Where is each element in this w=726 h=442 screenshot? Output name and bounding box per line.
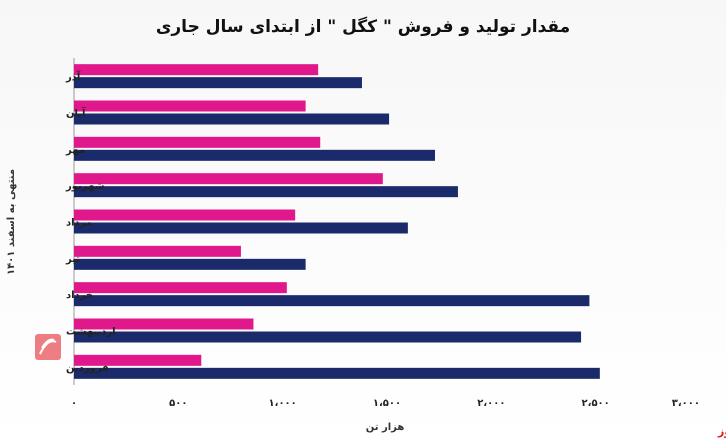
bar-series-2 bbox=[74, 258, 306, 270]
bar-series-2 bbox=[74, 77, 362, 89]
category-label: تیر bbox=[65, 254, 80, 265]
bar-series-1 bbox=[74, 354, 202, 366]
category-label: آبان bbox=[66, 107, 86, 120]
category-label: آذر bbox=[65, 70, 81, 83]
category-label: خرداد bbox=[66, 290, 93, 301]
bar-series-2 bbox=[74, 113, 390, 125]
category-label: مرداد bbox=[66, 218, 92, 229]
bar-series-1 bbox=[74, 209, 296, 221]
x-tick-label: ۲،۰۰۰ bbox=[477, 398, 505, 409]
category-label: اردیبهشت bbox=[66, 327, 116, 338]
x-tick-label: ۰ bbox=[71, 398, 77, 409]
category-label: مهر bbox=[65, 145, 85, 156]
bar-series-2 bbox=[74, 367, 600, 379]
source-label: بورس نیوز bbox=[717, 425, 726, 438]
bar-series-1 bbox=[74, 64, 319, 76]
bar-series-2 bbox=[74, 295, 590, 307]
category-label: فروردین bbox=[66, 363, 109, 374]
logo-square bbox=[35, 334, 61, 360]
bar-series-1 bbox=[74, 100, 306, 112]
x-axis-title: هزار تن bbox=[366, 422, 405, 433]
logo-watermark bbox=[35, 334, 61, 360]
category-label: شهریور bbox=[65, 181, 105, 192]
bar-series-2 bbox=[74, 186, 458, 198]
bar-series-2 bbox=[74, 149, 435, 161]
x-tick-label: ۱،۵۰۰ bbox=[373, 398, 401, 409]
bar-series-1 bbox=[74, 173, 383, 185]
chart-title: مقدار تولید و فروش " کگل " از ابتدای سال… bbox=[156, 16, 570, 37]
bar-series-1 bbox=[74, 318, 254, 330]
x-tick-label: ۳،۰۰۰ bbox=[672, 398, 700, 409]
bar-series-1 bbox=[74, 282, 287, 294]
x-tick-label: ۵۰۰ bbox=[169, 398, 187, 409]
y-axis-title: منتهی به اسفند ۱۴۰۱ bbox=[6, 169, 17, 275]
x-tick-labels: ۰ ۵۰۰ ۱،۰۰۰ ۱،۵۰۰ ۲،۰۰۰ ۲،۵۰۰ ۳،۰۰۰ bbox=[71, 398, 700, 409]
bar-series-1 bbox=[74, 136, 321, 148]
bars-group bbox=[74, 64, 600, 379]
x-tick-label: ۲،۵۰۰ bbox=[582, 398, 610, 409]
bar-series-2 bbox=[74, 222, 408, 234]
category-labels: آذر آبان مهر شهریور مرداد تیر خرداد اردیبهشت فرو… bbox=[65, 70, 116, 374]
bar-series-1 bbox=[74, 245, 241, 257]
bar-series-2 bbox=[74, 331, 582, 343]
x-tick-label: ۱،۰۰۰ bbox=[269, 398, 297, 409]
